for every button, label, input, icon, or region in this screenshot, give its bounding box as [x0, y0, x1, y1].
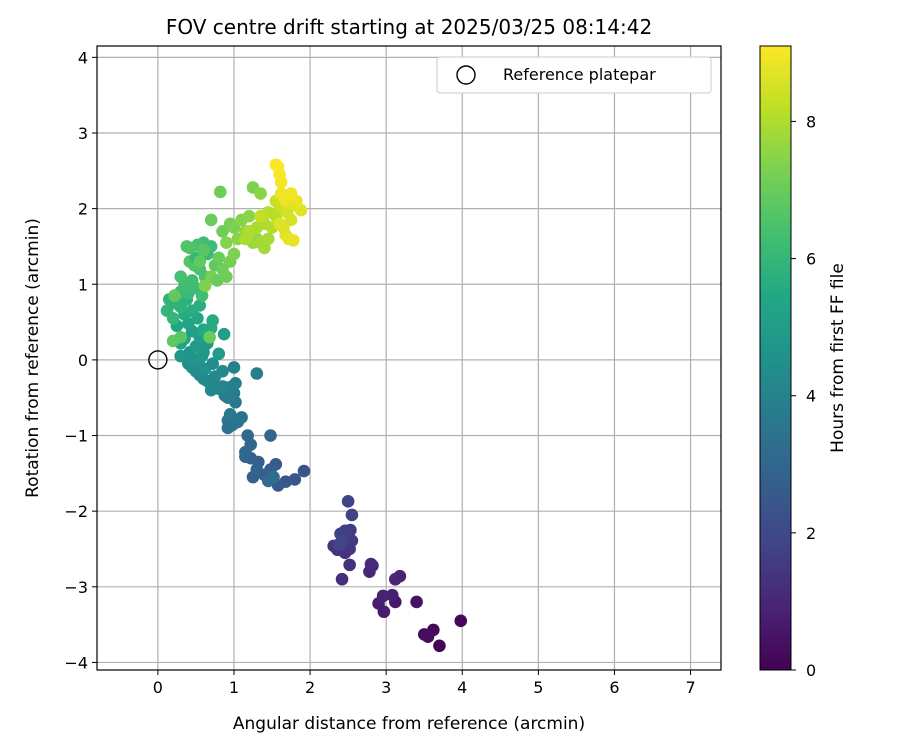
data-point	[220, 270, 233, 283]
data-point	[168, 289, 181, 302]
plot-frame	[96, 45, 722, 671]
y-tick-label: 3	[78, 124, 88, 143]
data-point	[410, 595, 423, 609]
x-axis-label: Angular distance from reference (arcmin)	[233, 714, 585, 734]
y-axis-ticks: 4 3 2 1 0 −1 −2 −3 −4	[64, 48, 97, 672]
data-point	[216, 364, 229, 378]
data-point	[250, 463, 264, 476]
data-point	[376, 589, 390, 603]
data-point	[174, 349, 188, 363]
y-tick-label: −2	[64, 502, 88, 521]
data-point	[389, 572, 402, 586]
x-tick-label: 5	[533, 678, 543, 697]
data-point	[239, 232, 252, 246]
y-tick-label: 0	[78, 351, 88, 370]
grid	[97, 46, 721, 670]
data-point	[206, 357, 219, 370]
data-point	[193, 299, 207, 312]
data-point	[364, 557, 378, 571]
data-point	[417, 628, 431, 641]
data-point	[261, 232, 275, 246]
data-point	[332, 538, 346, 551]
data-point	[180, 240, 194, 253]
data-point	[454, 614, 468, 628]
x-tick-label: 1	[229, 678, 239, 697]
data-point	[166, 311, 180, 325]
colorbar-tick-label: 8	[806, 112, 816, 131]
data-point	[254, 187, 267, 200]
data-point	[221, 421, 235, 435]
x-tick-label: 3	[381, 678, 391, 697]
data-point	[239, 445, 252, 459]
y-tick-label: −1	[64, 427, 88, 446]
x-tick-label: 4	[457, 678, 467, 697]
colorbar-tick-label: 6	[806, 250, 816, 269]
data-point	[345, 508, 359, 522]
data-point	[206, 314, 219, 327]
y-axis-label: Rotation from reference (arcmin)	[23, 218, 43, 498]
data-point	[204, 213, 218, 227]
legend: Reference platepar	[436, 56, 712, 94]
data-point	[273, 217, 286, 231]
data-point	[264, 429, 277, 442]
x-tick-label: 7	[685, 678, 695, 697]
data-point	[335, 572, 349, 586]
data-point	[242, 209, 256, 223]
data-point	[227, 247, 241, 261]
legend-box	[436, 56, 712, 94]
data-point	[195, 289, 209, 302]
data-point	[343, 558, 356, 572]
data-point	[287, 234, 300, 247]
colorbar-tick-label: 4	[806, 387, 816, 406]
data-point	[385, 588, 399, 602]
data-point	[274, 187, 288, 200]
data-point	[203, 330, 216, 344]
data-point	[212, 251, 226, 265]
data-point	[250, 367, 264, 380]
data-point	[193, 255, 207, 268]
data-point	[284, 187, 298, 200]
colorbar: 0 2 4 6 8 Hours from first FF file	[759, 45, 848, 680]
y-tick-label: 4	[78, 48, 88, 67]
data-point	[213, 185, 227, 199]
plot-area: 0 1 2 3 4 5 6 7 4 3 2 1 0 −1 −2 −3 −4	[64, 45, 722, 697]
data-point	[241, 429, 254, 442]
reference-platepar-marker	[148, 350, 168, 370]
y-tick-label: 1	[78, 275, 88, 294]
data-point	[229, 377, 242, 390]
data-point	[254, 209, 267, 223]
data-point	[297, 464, 311, 478]
legend-label-reference: Reference platepar	[503, 65, 656, 84]
colorbar-ticks: 0 2 4 6 8	[791, 112, 816, 680]
data-point	[227, 361, 241, 374]
data-point	[212, 347, 226, 361]
colorbar-tick-label: 0	[806, 661, 816, 680]
data-point	[166, 334, 180, 348]
x-tick-label: 0	[153, 678, 163, 697]
data-point	[267, 470, 280, 484]
colorbar-gradient	[759, 45, 792, 671]
y-tick-label: 2	[78, 200, 88, 219]
legend-marker-reference	[456, 65, 476, 85]
data-point	[341, 495, 355, 508]
data-point	[197, 243, 210, 257]
data-point	[174, 270, 188, 283]
data-points	[160, 158, 468, 653]
y-tick-label: −3	[64, 578, 88, 597]
x-tick-label: 2	[305, 678, 315, 697]
y-tick-label: −4	[64, 653, 88, 672]
data-point	[223, 408, 237, 421]
x-tick-label: 6	[609, 678, 619, 697]
data-point	[269, 158, 283, 172]
data-point	[220, 236, 233, 249]
colorbar-tick-label: 2	[806, 524, 816, 543]
x-axis-ticks: 0 1 2 3 4 5 6 7	[153, 670, 696, 697]
data-point	[345, 534, 359, 547]
data-point	[217, 327, 231, 341]
data-point	[433, 639, 446, 653]
chart-title: FOV centre drift starting at 2025/03/25 …	[166, 15, 652, 39]
data-point	[198, 279, 212, 293]
colorbar-label: Hours from first FF file	[828, 263, 848, 453]
